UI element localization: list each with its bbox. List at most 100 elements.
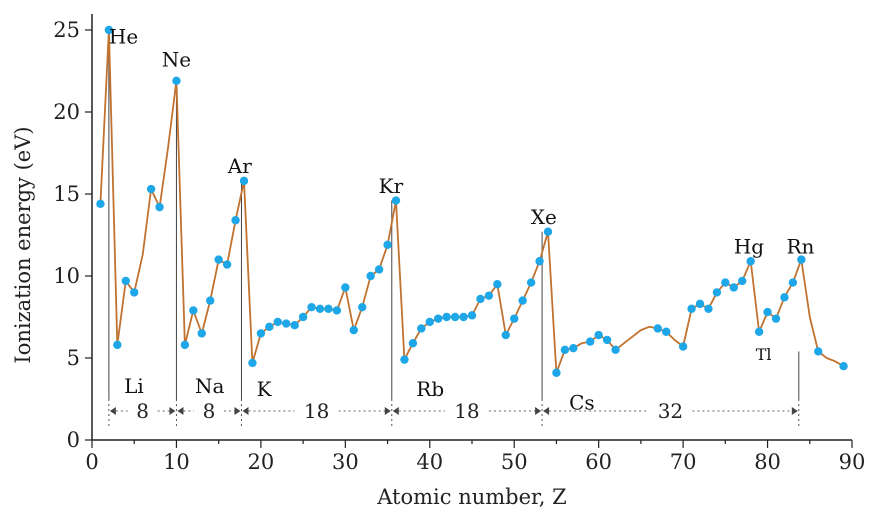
data-point: [307, 302, 316, 312]
arrowhead-left: [242, 407, 249, 415]
data-point: [459, 312, 468, 322]
data-point: [560, 345, 570, 354]
x-tick-label: 70: [670, 450, 697, 474]
data-point: [476, 294, 485, 304]
data-point: [332, 306, 342, 315]
data-point: [797, 255, 806, 264]
data-point: [771, 314, 781, 323]
x-axis-title: Atomic number, Z: [376, 485, 566, 509]
y-axis-title: Ionization energy (eV): [11, 126, 35, 363]
data-point: [358, 302, 367, 312]
x-tick-label: 40: [416, 450, 443, 474]
data-point: [180, 340, 190, 350]
element-label: Li: [124, 374, 144, 398]
element-label: He: [109, 25, 138, 49]
element-label: Tl: [756, 345, 772, 364]
axes: 0 10 20 30 40 50 60 70 80 90 0 5 10 15 20 25: [53, 14, 865, 474]
data-point: [586, 337, 595, 346]
data-point: [96, 199, 105, 209]
data-point: [763, 307, 772, 317]
arrowhead-left: [543, 407, 550, 415]
period-span-label: 8: [136, 399, 149, 423]
data-point: [273, 317, 282, 327]
y-tick-label: 10: [53, 264, 80, 288]
data-point: [746, 257, 755, 266]
arrowhead-left: [177, 407, 184, 415]
element-label: Rn: [787, 234, 815, 258]
y-tick-label: 5: [67, 346, 80, 370]
data-point: [526, 278, 536, 287]
data-point: [814, 347, 823, 356]
data-point: [349, 325, 358, 335]
y-tick-label: 15: [53, 182, 80, 206]
data-point: [467, 311, 477, 320]
arrowhead-left: [109, 407, 116, 415]
arrowhead-right: [169, 407, 176, 415]
data-point: [695, 299, 705, 309]
element-label: Rb: [416, 377, 444, 401]
data-point: [450, 312, 460, 322]
data-point: [366, 271, 375, 281]
data-point: [155, 202, 164, 212]
y-tick-label: 20: [53, 100, 80, 124]
data-point: [391, 196, 401, 205]
data-point: [543, 227, 553, 236]
x-tick-label: 80: [754, 450, 781, 474]
data-point: [214, 255, 223, 264]
data-point: [256, 329, 266, 338]
data-point: [552, 368, 561, 377]
data-point: [130, 288, 139, 297]
data-point: [501, 330, 510, 340]
data-point: [662, 327, 671, 336]
arrowhead-right: [384, 407, 391, 415]
data-point: [231, 216, 240, 225]
data-point: [172, 76, 181, 86]
data-point: [206, 296, 215, 305]
noble-gas-drop-lines: [108, 30, 800, 428]
x-tick-label: 60: [585, 450, 612, 474]
data-point: [687, 304, 696, 313]
data-point: [788, 278, 798, 287]
data-point: [510, 314, 519, 323]
data-point: [780, 293, 789, 302]
data-point: [594, 330, 603, 340]
data-point: [611, 345, 620, 354]
data-point: [653, 324, 662, 333]
data-point: [324, 304, 333, 313]
y-tick-label: 25: [53, 18, 80, 42]
data-point: [290, 321, 299, 330]
data-point: [704, 304, 713, 313]
arrowhead-right: [535, 407, 542, 415]
data-point: [712, 288, 722, 297]
element-label: Hg: [734, 234, 764, 258]
data-point: [839, 362, 848, 371]
data-point: [493, 280, 502, 289]
data-point: [222, 260, 232, 269]
x-tick-label: 30: [332, 450, 359, 474]
data-point: [383, 240, 392, 250]
data-point: [602, 335, 612, 345]
element-label: Ne: [162, 48, 191, 72]
data-point: [197, 329, 206, 338]
period-span-annotations: 8 8 18 18 32: [109, 399, 798, 423]
data-point: [729, 283, 738, 292]
x-tick-label: 10: [163, 450, 190, 474]
element-label: Cs: [569, 390, 595, 414]
data-point: [442, 312, 451, 322]
data-point: [678, 342, 688, 351]
arrowhead-right: [234, 407, 241, 415]
element-label: Na: [195, 374, 225, 398]
data-point: [417, 324, 426, 333]
period-span-label: 32: [658, 399, 683, 423]
period-span-label: 8: [203, 399, 216, 423]
data-point: [518, 296, 527, 305]
data-point: [408, 339, 418, 348]
data-point: [239, 176, 249, 186]
arrowhead-left: [392, 407, 399, 415]
x-tick-label: 50: [501, 450, 528, 474]
data-point: [425, 317, 434, 327]
data-point: [341, 283, 350, 292]
data-point: [282, 319, 291, 328]
element-labels: He Ne Ar Kr Xe Hg Rn Li Na K Rb Cs Tl: [109, 25, 815, 415]
data-point: [535, 257, 544, 266]
